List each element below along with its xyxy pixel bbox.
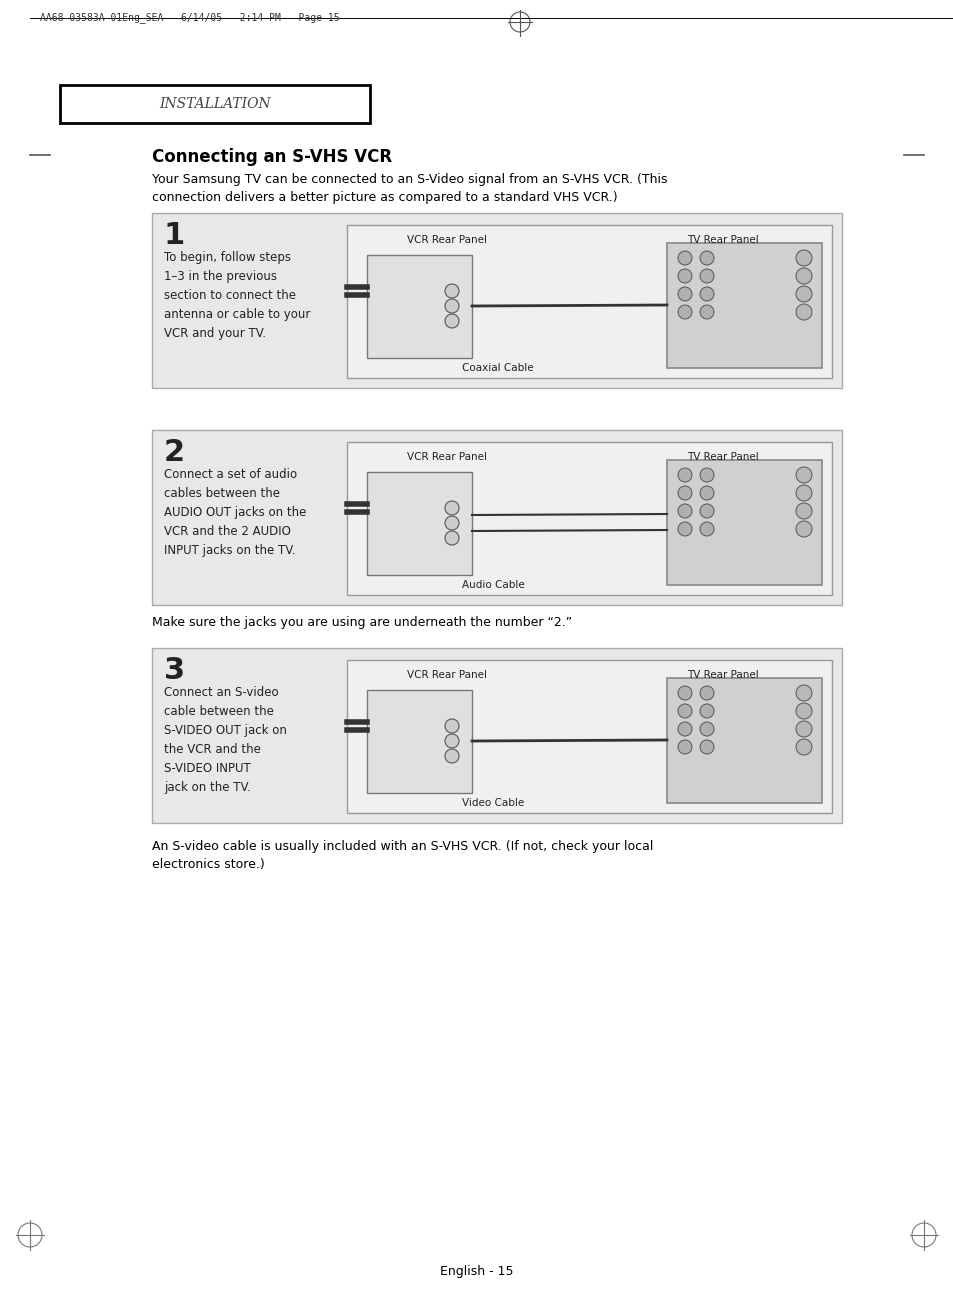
Text: TV Rear Panel: TV Rear Panel <box>686 235 758 245</box>
Circle shape <box>700 523 713 536</box>
Circle shape <box>795 285 811 302</box>
Circle shape <box>795 739 811 754</box>
FancyBboxPatch shape <box>666 460 821 585</box>
Circle shape <box>444 734 458 748</box>
Circle shape <box>678 251 691 265</box>
FancyBboxPatch shape <box>60 85 370 122</box>
Circle shape <box>444 314 458 328</box>
Circle shape <box>678 685 691 700</box>
Circle shape <box>795 304 811 321</box>
Text: Connecting an S-VHS VCR: Connecting an S-VHS VCR <box>152 149 392 165</box>
Circle shape <box>795 503 811 519</box>
FancyBboxPatch shape <box>367 691 472 794</box>
Text: TV Rear Panel: TV Rear Panel <box>686 452 758 463</box>
Circle shape <box>678 722 691 736</box>
Circle shape <box>700 722 713 736</box>
Circle shape <box>444 298 458 313</box>
FancyBboxPatch shape <box>666 678 821 803</box>
Circle shape <box>795 250 811 266</box>
Text: INSTALLATION: INSTALLATION <box>159 96 271 111</box>
Circle shape <box>444 500 458 515</box>
Text: To begin, follow steps
1–3 in the previous
section to connect the
antenna or cab: To begin, follow steps 1–3 in the previo… <box>164 251 310 340</box>
Text: Connect a set of audio
cables between the
AUDIO OUT jacks on the
VCR and the 2 A: Connect a set of audio cables between th… <box>164 468 306 556</box>
Circle shape <box>795 466 811 483</box>
Text: Video Cable: Video Cable <box>461 797 524 808</box>
FancyBboxPatch shape <box>152 648 841 823</box>
Circle shape <box>700 504 713 519</box>
Circle shape <box>444 284 458 298</box>
Circle shape <box>700 251 713 265</box>
Circle shape <box>795 268 811 284</box>
Circle shape <box>678 287 691 301</box>
Text: Your Samsung TV can be connected to an S-Video signal from an S-VHS VCR. (This
c: Your Samsung TV can be connected to an S… <box>152 173 667 205</box>
Circle shape <box>700 468 713 482</box>
Circle shape <box>795 704 811 719</box>
Circle shape <box>444 516 458 530</box>
Circle shape <box>444 532 458 545</box>
FancyBboxPatch shape <box>152 212 841 388</box>
Circle shape <box>678 740 691 754</box>
FancyBboxPatch shape <box>367 472 472 575</box>
Circle shape <box>795 685 811 701</box>
FancyBboxPatch shape <box>347 661 831 813</box>
FancyBboxPatch shape <box>347 225 831 378</box>
Circle shape <box>678 704 691 718</box>
Circle shape <box>678 268 691 283</box>
Circle shape <box>700 268 713 283</box>
Circle shape <box>444 719 458 734</box>
Circle shape <box>700 287 713 301</box>
Circle shape <box>700 685 713 700</box>
Text: An S-video cable is usually included with an S-VHS VCR. (If not, check your loca: An S-video cable is usually included wit… <box>152 840 653 870</box>
Circle shape <box>795 485 811 500</box>
Circle shape <box>678 504 691 519</box>
Circle shape <box>678 305 691 319</box>
Circle shape <box>700 486 713 500</box>
FancyBboxPatch shape <box>347 442 831 595</box>
Circle shape <box>678 486 691 500</box>
Circle shape <box>700 704 713 718</box>
Text: Audio Cable: Audio Cable <box>461 580 524 590</box>
Circle shape <box>795 521 811 537</box>
Text: TV Rear Panel: TV Rear Panel <box>686 670 758 680</box>
Circle shape <box>795 721 811 737</box>
Text: 1: 1 <box>164 222 185 250</box>
FancyBboxPatch shape <box>666 242 821 367</box>
FancyBboxPatch shape <box>367 255 472 358</box>
FancyBboxPatch shape <box>152 430 841 605</box>
Text: 3: 3 <box>164 655 185 685</box>
Text: VCR Rear Panel: VCR Rear Panel <box>407 452 486 463</box>
Text: Make sure the jacks you are using are underneath the number “2.”: Make sure the jacks you are using are un… <box>152 616 572 629</box>
Text: VCR Rear Panel: VCR Rear Panel <box>407 670 486 680</box>
Text: AA68-03583A-01Eng_SEA   6/14/05   2:14 PM   Page 15: AA68-03583A-01Eng_SEA 6/14/05 2:14 PM Pa… <box>40 12 339 23</box>
Circle shape <box>678 523 691 536</box>
Text: Coaxial Cable: Coaxial Cable <box>461 364 533 373</box>
Circle shape <box>700 305 713 319</box>
Circle shape <box>444 749 458 764</box>
Text: English - 15: English - 15 <box>439 1265 514 1278</box>
Text: Connect an S-video
cable between the
S-VIDEO OUT jack on
the VCR and the
S-VIDEO: Connect an S-video cable between the S-V… <box>164 685 287 794</box>
Text: 2: 2 <box>164 438 185 466</box>
Circle shape <box>678 468 691 482</box>
Text: VCR Rear Panel: VCR Rear Panel <box>407 235 486 245</box>
Circle shape <box>700 740 713 754</box>
